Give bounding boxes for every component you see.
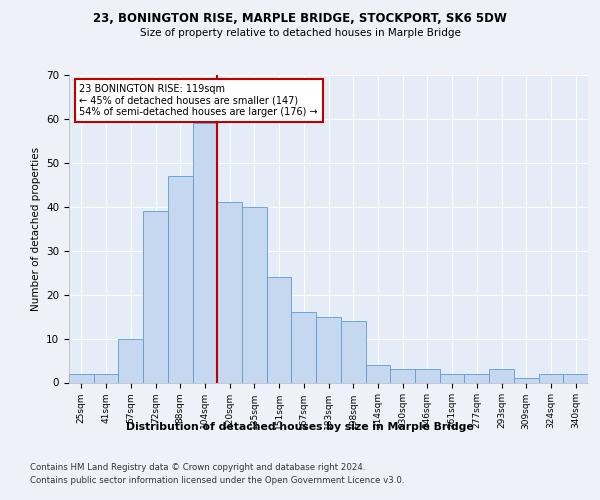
Bar <box>69 374 94 382</box>
Bar <box>242 207 267 382</box>
Bar <box>292 312 316 382</box>
Bar <box>316 316 341 382</box>
Bar <box>94 374 118 382</box>
Text: Distribution of detached houses by size in Marple Bridge: Distribution of detached houses by size … <box>126 422 474 432</box>
Text: 23 BONINGTON RISE: 119sqm
← 45% of detached houses are smaller (147)
54% of semi: 23 BONINGTON RISE: 119sqm ← 45% of detac… <box>79 84 318 117</box>
Bar <box>440 374 464 382</box>
Text: Contains public sector information licensed under the Open Government Licence v3: Contains public sector information licen… <box>30 476 404 485</box>
Bar <box>118 338 143 382</box>
Text: Contains HM Land Registry data © Crown copyright and database right 2024.: Contains HM Land Registry data © Crown c… <box>30 462 365 471</box>
Bar <box>415 370 440 382</box>
Bar <box>193 124 217 382</box>
Text: 23, BONINGTON RISE, MARPLE BRIDGE, STOCKPORT, SK6 5DW: 23, BONINGTON RISE, MARPLE BRIDGE, STOCK… <box>93 12 507 26</box>
Bar <box>489 370 514 382</box>
Bar <box>143 211 168 382</box>
Bar <box>267 277 292 382</box>
Bar <box>464 374 489 382</box>
Bar <box>390 370 415 382</box>
Bar <box>563 374 588 382</box>
Bar <box>217 202 242 382</box>
Bar <box>514 378 539 382</box>
Bar <box>168 176 193 382</box>
Text: Size of property relative to detached houses in Marple Bridge: Size of property relative to detached ho… <box>140 28 460 38</box>
Bar <box>341 321 365 382</box>
Y-axis label: Number of detached properties: Number of detached properties <box>31 146 41 311</box>
Bar <box>365 365 390 382</box>
Bar <box>539 374 563 382</box>
